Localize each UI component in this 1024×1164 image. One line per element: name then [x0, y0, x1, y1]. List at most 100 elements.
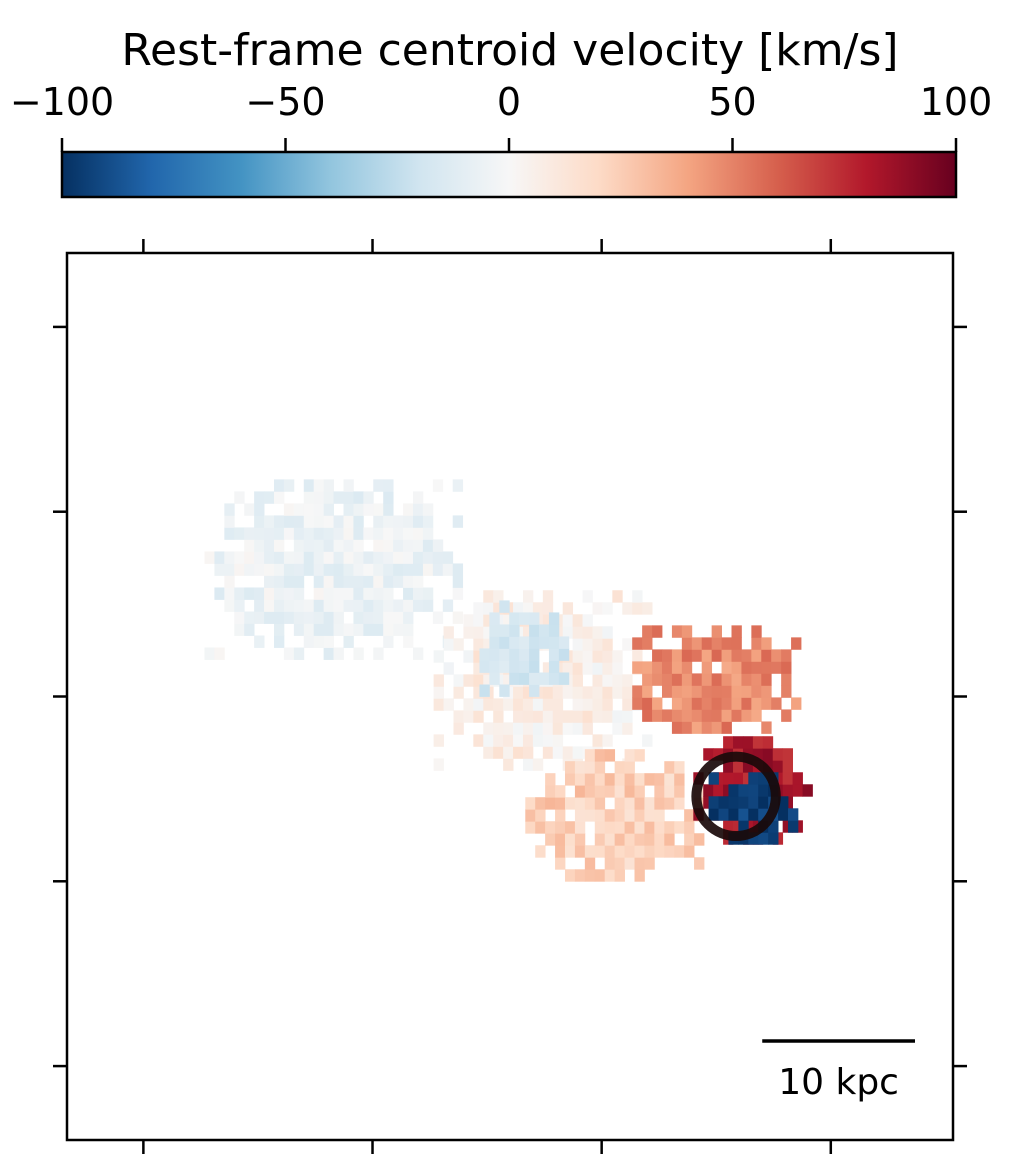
velocity-pixel — [343, 563, 354, 576]
velocity-pixel — [293, 503, 305, 516]
velocity-pixel — [742, 736, 754, 749]
velocity-pixel — [303, 527, 315, 540]
velocity-pixel — [741, 697, 752, 710]
velocity-pixel — [323, 539, 334, 552]
velocity-pixel — [273, 515, 285, 528]
velocity-pixel — [522, 734, 534, 747]
velocity-pixel — [413, 515, 424, 528]
velocity-pixel — [548, 612, 560, 625]
velocity-pixel — [422, 587, 434, 600]
velocity-pixel — [612, 686, 623, 699]
velocity-pixel — [522, 626, 534, 639]
velocity-pixel — [741, 649, 752, 662]
velocity-pixel — [525, 821, 536, 834]
velocity-pixel — [489, 672, 500, 685]
velocity-pixel — [224, 587, 235, 600]
velocity-pixel — [701, 709, 713, 722]
velocity-pixel — [509, 624, 520, 637]
velocity-pixel — [721, 673, 732, 686]
velocity-pixel — [413, 551, 424, 564]
velocity-pixel — [264, 491, 275, 504]
velocity-pixel — [652, 709, 663, 722]
velocity-pixel — [723, 820, 734, 833]
velocity-pixel — [644, 833, 655, 846]
velocity-pixel — [703, 748, 714, 761]
velocity-pixel — [214, 587, 225, 600]
velocity-pixel — [564, 869, 576, 882]
velocity-pixel — [592, 638, 603, 651]
velocity-pixel — [752, 748, 764, 761]
velocity-pixel — [644, 773, 655, 786]
velocity-pixel — [433, 698, 444, 711]
velocity-pixel — [762, 736, 774, 749]
velocity-pixel — [562, 602, 574, 615]
velocity-pixel — [264, 551, 275, 564]
velocity-pixel — [562, 722, 574, 735]
velocity-pixel — [422, 563, 434, 576]
velocity-pixel — [701, 649, 713, 662]
velocity-pixel — [303, 479, 315, 492]
velocity-pixel — [473, 614, 484, 627]
velocity-pixel — [548, 624, 560, 637]
velocity-pixel — [642, 697, 653, 710]
velocity-pixel — [572, 698, 583, 711]
velocity-pixel — [509, 660, 520, 673]
velocity-pixel — [642, 685, 653, 698]
velocity-pixel — [363, 491, 374, 504]
velocity-pixel — [264, 587, 275, 600]
velocity-pixel — [671, 673, 683, 686]
velocity-pixel — [562, 614, 574, 627]
velocity-pixel — [513, 734, 524, 747]
velocity-pixel — [584, 785, 596, 798]
velocity-pixel — [703, 784, 714, 797]
velocity-pixel — [761, 721, 772, 734]
velocity-pixel — [383, 551, 394, 564]
velocity-pixel — [592, 602, 603, 615]
velocity-pixel — [644, 797, 655, 810]
velocity-pixel — [632, 590, 643, 603]
velocity-pixel — [224, 515, 235, 528]
velocity-pixel — [343, 635, 354, 648]
velocity-pixel — [224, 551, 235, 564]
velocity-pixel — [422, 527, 434, 540]
velocity-pixel — [582, 626, 593, 639]
velocity-pixel — [711, 697, 722, 710]
velocity-pixel — [564, 833, 576, 846]
velocity-pixel — [652, 697, 663, 710]
velocity-pixel — [513, 698, 524, 711]
velocity-pixel — [234, 599, 245, 612]
velocity-pixel — [661, 673, 673, 686]
velocity-pixel — [313, 551, 325, 564]
velocity-pixel — [594, 833, 606, 846]
velocity-pixel — [313, 563, 325, 576]
velocity-pixel — [473, 674, 484, 687]
velocity-pixel — [671, 697, 683, 710]
velocity-pixel — [373, 599, 384, 612]
velocity-pixel — [624, 773, 635, 786]
velocity-pixel — [555, 821, 566, 834]
velocity-pixel — [661, 709, 673, 722]
velocity-pixel — [604, 869, 616, 882]
velocity-pixel — [572, 722, 583, 735]
velocity-pixel — [433, 650, 444, 663]
velocity-pixel — [283, 479, 295, 492]
velocity-pixel — [654, 797, 665, 810]
velocity-pixel — [443, 698, 454, 711]
velocity-pixel — [303, 551, 315, 564]
velocity-pixel — [713, 748, 724, 761]
velocity-pixel — [463, 674, 474, 687]
velocity-pixel — [422, 599, 434, 612]
velocity-pixel — [624, 857, 635, 870]
velocity-pixel — [582, 662, 593, 675]
velocity-pixel — [283, 527, 295, 540]
velocity-pixel — [562, 746, 574, 759]
velocity-pixel — [592, 710, 603, 723]
velocity-pixel — [393, 563, 404, 576]
velocity-pixel — [584, 761, 596, 774]
velocity-pixel — [499, 660, 510, 673]
velocity-pixel — [713, 784, 724, 797]
velocity-pixel — [313, 599, 325, 612]
velocity-pixel — [758, 808, 769, 821]
velocity-pixel — [742, 772, 754, 785]
velocity-pixel — [791, 637, 802, 650]
